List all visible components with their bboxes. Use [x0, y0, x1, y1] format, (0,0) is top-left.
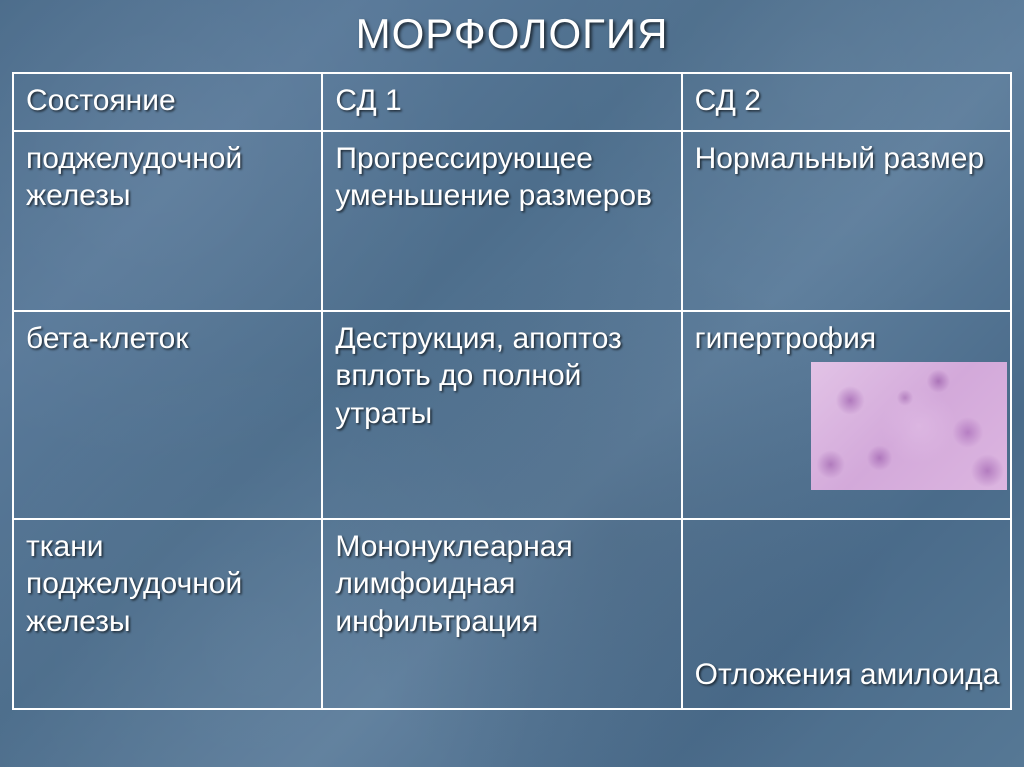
- row1-col2: Прогрессирующее уменьшение размеров: [322, 131, 681, 311]
- table-row: поджелудочной железы Прогрессирующее уме…: [13, 131, 1011, 311]
- histology-image-texture: [811, 362, 1007, 490]
- table-row: ткани поджелудочной железы Мононуклеарна…: [13, 519, 1011, 709]
- header-col3: СД 2: [682, 73, 1011, 131]
- header-col1: Состояние: [13, 73, 322, 131]
- header-col2: СД 1: [322, 73, 681, 131]
- row1-col3: Нормальный размер: [682, 131, 1011, 311]
- morphology-table: Состояние СД 1 СД 2 поджелудочной железы…: [12, 72, 1012, 710]
- slide-title: МОРФОЛОГИЯ: [12, 10, 1012, 58]
- histology-image: [811, 362, 1007, 490]
- table-header-row: Состояние СД 1 СД 2: [13, 73, 1011, 131]
- row3-col2: Мононуклеарная лимфоидная инфильтрация: [322, 519, 681, 709]
- row3-col3-text: Отложения амилоида: [695, 656, 1000, 694]
- row2-col2: Деструкция, апоптоз вплоть до полной утр…: [322, 311, 681, 519]
- row2-col3-text: гипертрофия: [695, 322, 876, 355]
- table-row: бета-клеток Деструкция, апоптоз вплоть д…: [13, 311, 1011, 519]
- row1-col1: поджелудочной железы: [13, 131, 322, 311]
- slide: МОРФОЛОГИЯ Состояние СД 1 СД 2 поджелудо…: [0, 0, 1024, 767]
- row2-col3: гипертрофия: [682, 311, 1011, 519]
- row2-col1: бета-клеток: [13, 311, 322, 519]
- row3-col3: Отложения амилоида: [682, 519, 1011, 709]
- row3-col1: ткани поджелудочной железы: [13, 519, 322, 709]
